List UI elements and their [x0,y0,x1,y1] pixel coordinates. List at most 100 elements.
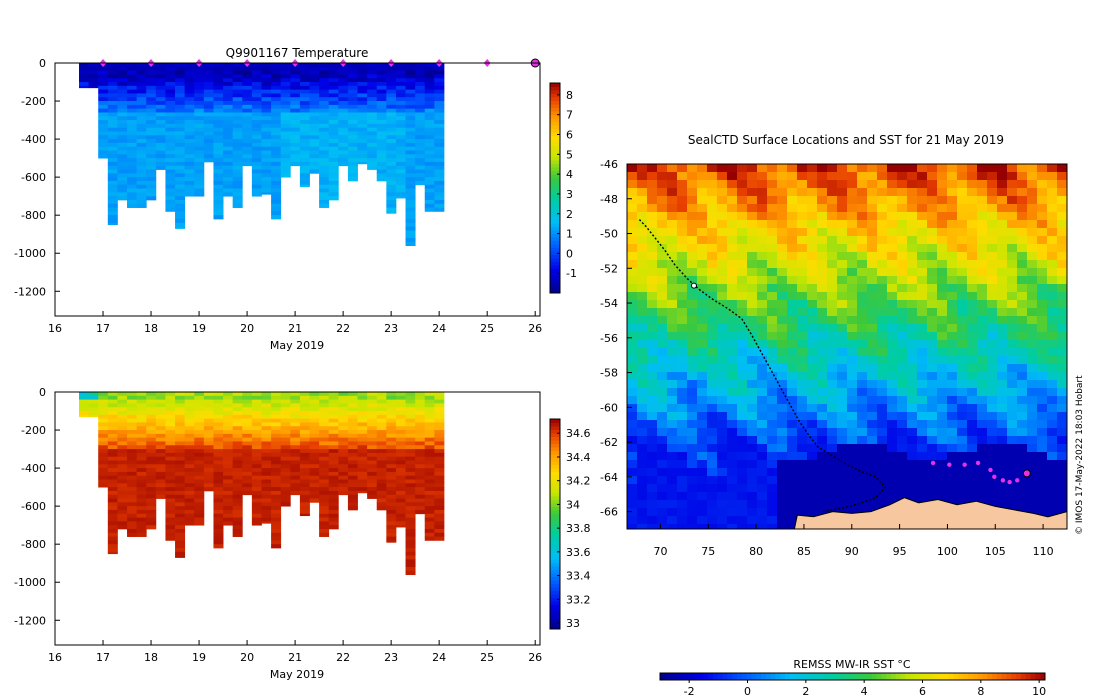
sst-cell [937,372,948,381]
sst-cell [847,444,858,453]
profile-cell [232,123,243,129]
colorbar-segment [972,673,979,680]
profile-cell [251,426,262,431]
profile-cell [319,487,330,492]
colorbar-tick-label: 8 [566,89,573,102]
profile-cell [347,456,358,461]
sst-cell [667,356,678,365]
profile-cell [184,452,195,458]
profile-cell [107,104,118,110]
sst-cell [877,196,888,205]
sst-cell [887,388,898,397]
profile-cell [367,165,378,170]
profile-cell [367,89,378,94]
profile-cell [395,158,406,163]
profile-cell [165,123,176,129]
sst-cell [1017,164,1028,173]
sst-cell [857,476,868,485]
sst-cell [637,484,648,493]
sst-cell [807,420,818,429]
sst-cell [927,380,938,389]
sst-cell [657,396,668,405]
profile-cell [386,418,397,423]
colorbar-segment [550,261,560,266]
profile-cell [251,483,262,488]
sst-cell [847,348,858,357]
profile-cell [405,196,416,201]
profile-cell [271,487,282,492]
profile-cell [261,452,272,458]
colorbar-segment [761,673,767,680]
sst-cell [1007,228,1018,237]
profile-cell [357,490,368,494]
profile-cell [165,445,176,450]
profile-cell [280,479,291,484]
sst-cell [787,524,798,529]
profile-cell [213,82,224,87]
sst-cell [997,444,1008,453]
sst-cell [747,308,758,317]
sst-cell [647,164,658,173]
colorbar-tick-label: 6 [566,129,573,142]
profile-cell [357,104,368,110]
profile-cell [290,395,301,400]
profile-cell [319,199,330,205]
profile-cell [155,490,166,496]
profile-cell [415,131,426,136]
colorbar-segment [977,673,983,680]
y-tick-label: -62 [600,436,618,449]
profile-cell [117,123,128,129]
profile-cell [242,93,253,98]
profile-cell [405,509,416,515]
profile-cell [347,161,358,167]
colorbar-segment [550,569,560,574]
profile-cell [309,456,320,461]
profile-cell [136,513,147,518]
sst-cell [847,276,858,285]
profile-cell [271,63,282,68]
profile-cell [261,437,272,442]
sst-cell [907,436,918,445]
profile-cell [223,180,234,186]
colorbar-segment [727,673,733,680]
sst-cell [767,164,778,173]
profile-cell [127,468,138,473]
colorbar-frame [549,82,561,294]
sst-cell [1037,396,1048,405]
profile-cell [367,392,378,397]
profile-cell [184,97,195,102]
y-tick-label: -64 [600,471,618,484]
profile-cell [213,78,224,83]
profile-cell [117,452,128,458]
profile-cell [117,430,128,435]
sst-cell [737,276,748,285]
sst-cell [667,500,678,509]
sst-cell [677,284,688,293]
sst-cell [967,228,978,237]
profile-cell [232,116,243,121]
profile-cell [136,78,147,83]
sst-cell [687,452,698,461]
profile-cell [319,196,330,201]
sst-cell [627,508,638,517]
profile-cell [376,392,387,397]
colorbar-segment [934,673,940,680]
sst-cell [847,492,858,501]
sst-cell [1017,244,1028,253]
sst-cell [707,188,718,197]
profile-cell [395,180,406,186]
sst-cell [697,524,708,529]
sst-cell [927,332,938,341]
sst-cell [947,476,958,485]
sst-cell [657,308,668,317]
sst-cell [867,468,878,477]
sst-cell [657,524,668,529]
profile-cell [203,399,214,404]
sst-cell [987,204,998,213]
profile-cell [261,411,272,416]
sst-cell [827,356,838,365]
sst-cell [677,244,688,253]
sst-cell [787,252,798,261]
profile-cell [146,146,157,151]
sst-cell [1007,348,1018,357]
